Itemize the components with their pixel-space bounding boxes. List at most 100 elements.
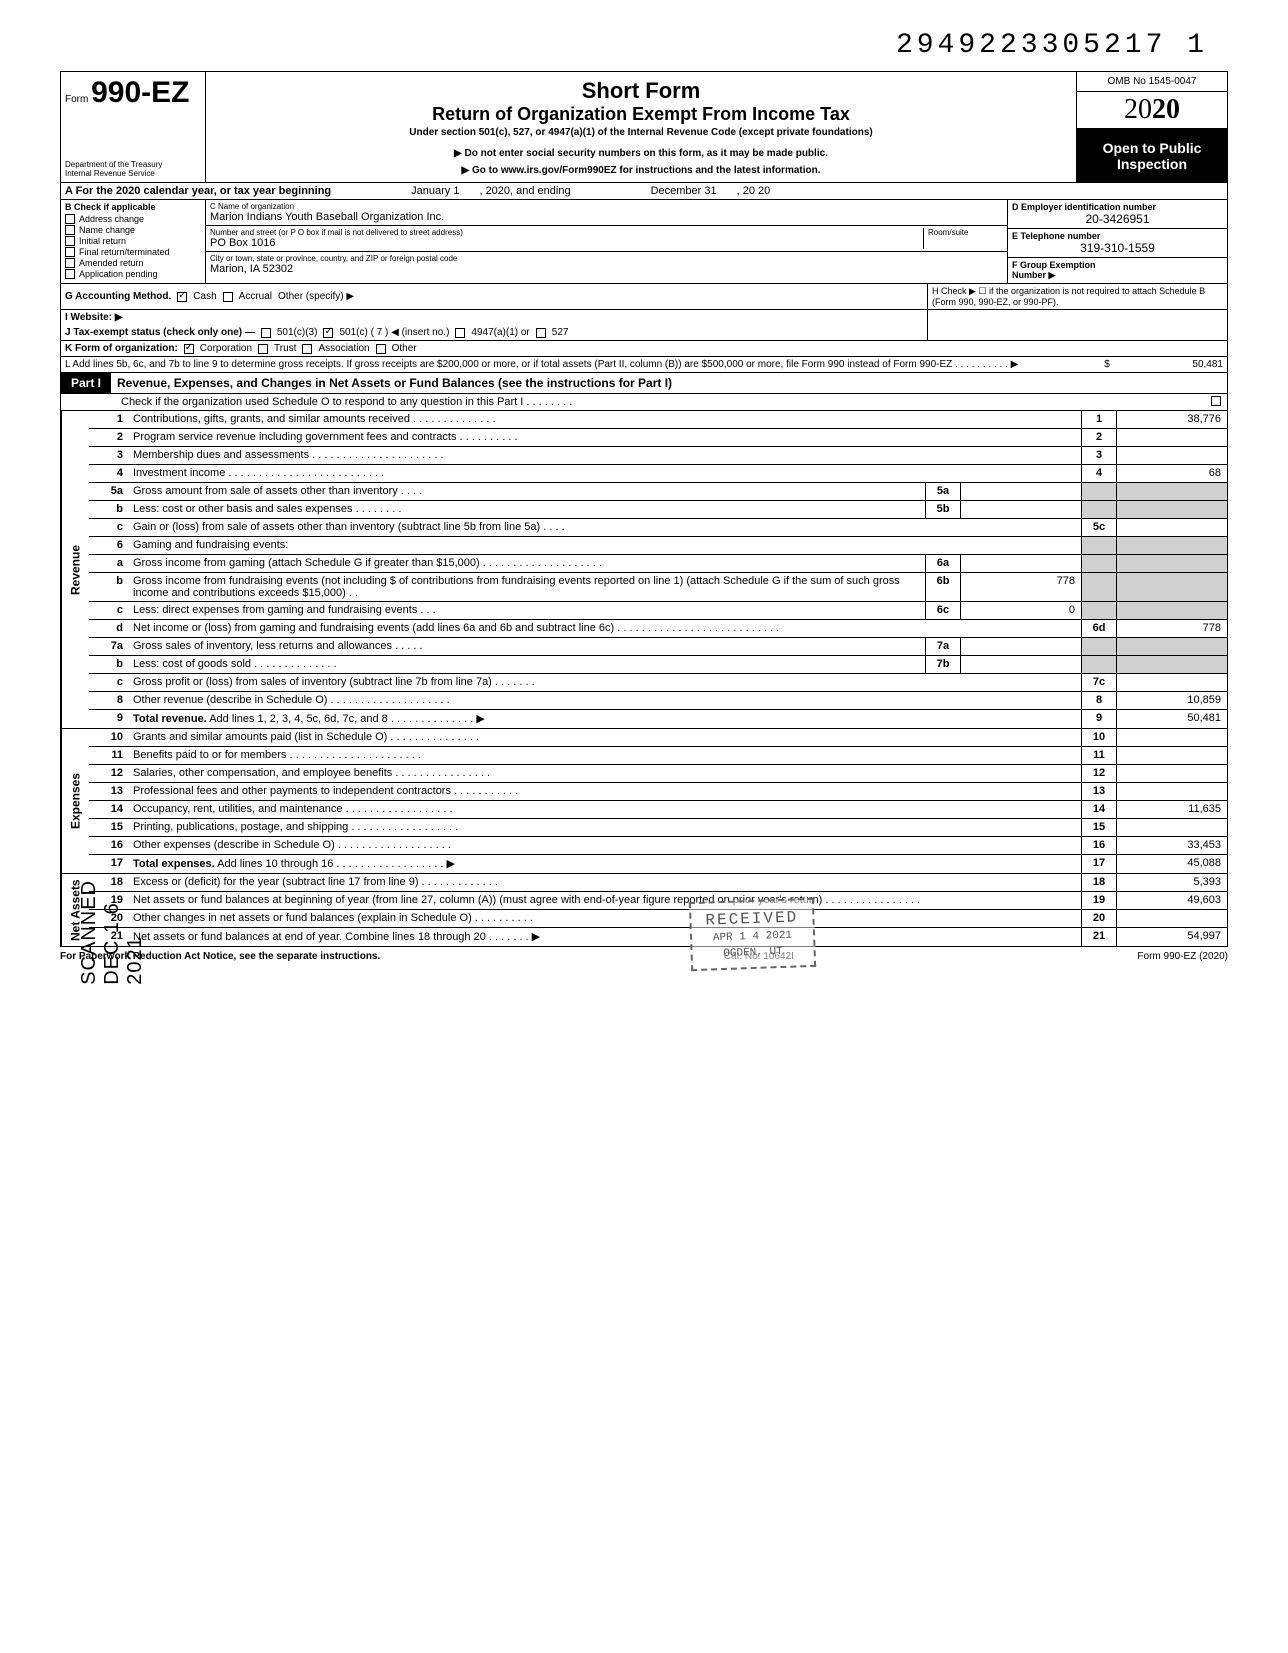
row-number: c bbox=[89, 519, 129, 536]
row-number: 7a bbox=[89, 638, 129, 655]
right-num: 18 bbox=[1081, 874, 1117, 891]
right-val bbox=[1117, 447, 1227, 464]
row-desc: Excess or (deficit) for the year (subtra… bbox=[129, 874, 1081, 891]
row-desc: Gross income from fundraising events (no… bbox=[129, 573, 925, 601]
chk-name-change[interactable] bbox=[65, 225, 75, 235]
row-desc: Salaries, other compensation, and employ… bbox=[129, 765, 1081, 782]
org-name: Marion Indians Youth Baseball Organizati… bbox=[210, 211, 1003, 223]
title-short-form: Short Form bbox=[212, 78, 1070, 104]
row-number: 10 bbox=[89, 729, 129, 746]
chk-accrual[interactable] bbox=[223, 292, 233, 302]
chk-initial-return[interactable] bbox=[65, 236, 75, 246]
mid-num: 6b bbox=[925, 573, 961, 601]
right-num: 1 bbox=[1081, 411, 1117, 428]
part1-sub: Check if the organization used Schedule … bbox=[60, 394, 1228, 411]
row-number: 13 bbox=[89, 783, 129, 800]
form-header: Form 990-EZ Department of the Treasury I… bbox=[60, 71, 1228, 183]
right-val: 33,453 bbox=[1117, 837, 1227, 854]
chk-address-change[interactable] bbox=[65, 214, 75, 224]
line-k: K Form of organization: Corporation Trus… bbox=[60, 341, 1228, 357]
table-row: cGross profit or (loss) from sales of in… bbox=[89, 674, 1227, 692]
table-row: 12Salaries, other compensation, and empl… bbox=[89, 765, 1227, 783]
line-a-mid: , 2020, and ending bbox=[479, 185, 570, 197]
received-stamp: RECEIVED APR 1 4 2021 OGDEN, UT bbox=[689, 898, 816, 971]
right-num-shaded bbox=[1081, 537, 1117, 554]
row-desc: Grants and similar amounts paid (list in… bbox=[129, 729, 1081, 746]
g-label: G Accounting Method. bbox=[65, 291, 171, 302]
chk-amended-return[interactable] bbox=[65, 258, 75, 268]
table-row: 14Occupancy, rent, utilities, and mainte… bbox=[89, 801, 1227, 819]
right-num: 8 bbox=[1081, 692, 1117, 709]
right-num-shaded bbox=[1081, 638, 1117, 655]
table-row: 10Grants and similar amounts paid (list … bbox=[89, 729, 1227, 747]
row-desc: Program service revenue including govern… bbox=[129, 429, 1081, 446]
line-j: J Tax-exempt status (check only one) — 5… bbox=[60, 325, 1228, 341]
chk-final-return[interactable] bbox=[65, 247, 75, 257]
right-val: 10,859 bbox=[1117, 692, 1227, 709]
chk-501c3[interactable] bbox=[261, 328, 271, 338]
lbl-trust: Trust bbox=[274, 343, 296, 354]
k-label: K Form of organization: bbox=[65, 343, 178, 354]
row-desc: Benefits paid to or for members . . . . … bbox=[129, 747, 1081, 764]
table-row: cGain or (loss) from sale of assets othe… bbox=[89, 519, 1227, 537]
chk-527[interactable] bbox=[536, 328, 546, 338]
right-num-shaded bbox=[1081, 602, 1117, 619]
table-row: bLess: cost or other basis and sales exp… bbox=[89, 501, 1227, 519]
right-num: 4 bbox=[1081, 465, 1117, 482]
right-val: 45,088 bbox=[1117, 855, 1227, 873]
row-desc: Less: direct expenses from gaming and fu… bbox=[129, 602, 925, 619]
row-desc: Gross income from gaming (attach Schedul… bbox=[129, 555, 925, 572]
page-footer: For Paperwork Reduction Act Notice, see … bbox=[60, 947, 1228, 966]
row-desc: Professional fees and other payments to … bbox=[129, 783, 1081, 800]
lbl-501c3: 501(c)(3) bbox=[277, 327, 318, 338]
year-light: 20 bbox=[1124, 94, 1152, 125]
right-val-shaded bbox=[1117, 537, 1227, 554]
table-row: 15Printing, publications, postage, and s… bbox=[89, 819, 1227, 837]
row-number: 8 bbox=[89, 692, 129, 709]
chk-trust[interactable] bbox=[258, 344, 268, 354]
row-desc: Net assets or fund balances at beginning… bbox=[129, 892, 1081, 909]
row-number: 9 bbox=[89, 710, 129, 728]
b-header: B Check if applicable bbox=[65, 202, 201, 212]
row-number: c bbox=[89, 602, 129, 619]
chk-schedule-o[interactable] bbox=[1211, 396, 1221, 406]
chk-4947[interactable] bbox=[455, 328, 465, 338]
h-text: H Check ▶ ☐ if the organization is not r… bbox=[927, 284, 1227, 309]
right-val: 5,393 bbox=[1117, 874, 1227, 891]
row-number: b bbox=[89, 656, 129, 673]
row-desc: Gaming and fundraising events: bbox=[129, 537, 1081, 554]
chk-501c[interactable] bbox=[323, 328, 333, 338]
row-desc: Other revenue (describe in Schedule O) .… bbox=[129, 692, 1081, 709]
mid-val: 0 bbox=[961, 602, 1081, 619]
chk-other-org[interactable] bbox=[376, 344, 386, 354]
chk-association[interactable] bbox=[302, 344, 312, 354]
right-num: 17 bbox=[1081, 855, 1117, 873]
part1-header: Part I Revenue, Expenses, and Changes in… bbox=[60, 373, 1228, 394]
part1-sub-text: Check if the organization used Schedule … bbox=[121, 396, 572, 408]
phone-value: 319-310-1559 bbox=[1012, 241, 1223, 255]
chk-application-pending[interactable] bbox=[65, 269, 75, 279]
right-val: 50,481 bbox=[1117, 710, 1227, 728]
row-desc: Investment income . . . . . . . . . . . … bbox=[129, 465, 1081, 482]
row-number: b bbox=[89, 501, 129, 518]
i-label: I Website: ▶ bbox=[65, 312, 123, 323]
stamp-date: APR 1 4 2021 bbox=[706, 929, 799, 948]
f-label: F Group Exemption Number ▶ bbox=[1012, 260, 1223, 281]
right-num: 10 bbox=[1081, 729, 1117, 746]
note-url: ▶ Go to www.irs.gov/Form990EZ for instru… bbox=[212, 165, 1070, 176]
right-val: 11,635 bbox=[1117, 801, 1227, 818]
row-desc: Occupancy, rent, utilities, and maintena… bbox=[129, 801, 1081, 818]
chk-cash[interactable] bbox=[177, 292, 187, 302]
line-i: I Website: ▶ bbox=[60, 310, 1228, 325]
line-a-suffix: , 20 20 bbox=[737, 185, 771, 197]
row-number: d bbox=[89, 620, 129, 637]
right-num: 5c bbox=[1081, 519, 1117, 536]
lbl-amended-return: Amended return bbox=[79, 258, 144, 268]
e-label: E Telephone number bbox=[1012, 231, 1223, 241]
table-row: dNet income or (loss) from gaming and fu… bbox=[89, 620, 1227, 638]
row-desc: Other expenses (describe in Schedule O) … bbox=[129, 837, 1081, 854]
chk-corporation[interactable] bbox=[184, 344, 194, 354]
subtitle: Under section 501(c), 527, or 4947(a)(1)… bbox=[212, 127, 1070, 138]
table-row: 19Net assets or fund balances at beginni… bbox=[89, 892, 1227, 910]
form-prefix: Form bbox=[65, 94, 88, 105]
